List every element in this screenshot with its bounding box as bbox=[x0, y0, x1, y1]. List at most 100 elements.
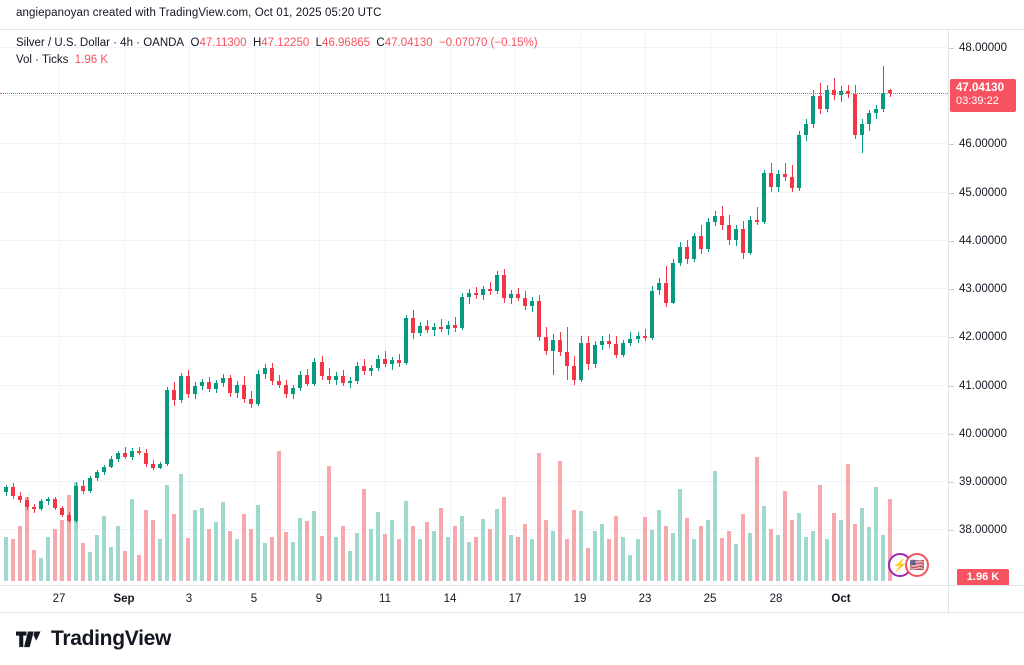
candle-wick bbox=[609, 333, 610, 348]
horizontal-gridline bbox=[0, 95, 948, 97]
tradingview-logo[interactable]: TradingView bbox=[16, 627, 171, 651]
candle-wick bbox=[834, 78, 835, 100]
volume-bar bbox=[874, 486, 878, 581]
volume-bar bbox=[25, 497, 29, 581]
volume-bar bbox=[200, 507, 204, 581]
candle-body bbox=[474, 292, 478, 295]
candle-body bbox=[25, 500, 29, 508]
volume-bar bbox=[263, 543, 267, 581]
candle-body bbox=[404, 317, 408, 364]
volume-bar bbox=[11, 539, 15, 581]
volume-bar bbox=[530, 539, 534, 581]
candle-body bbox=[312, 362, 316, 384]
candle-body bbox=[502, 274, 506, 298]
volume-bar bbox=[88, 552, 92, 581]
volume-bar bbox=[551, 530, 555, 581]
current-price-badge: 47.04130 03:39:22 bbox=[950, 79, 1016, 113]
chart-pane[interactable]: ⚡ 🇺🇸 Silver / U.S. Dollar · 4h · OANDA O4… bbox=[0, 29, 948, 585]
us-economic-event-marker[interactable]: 🇺🇸 bbox=[905, 553, 929, 577]
volume-bar bbox=[235, 539, 239, 581]
candle-body bbox=[516, 293, 520, 298]
volume-bar bbox=[643, 517, 647, 581]
candle-body bbox=[242, 384, 246, 400]
volume-bar bbox=[425, 522, 429, 581]
volume-bar bbox=[460, 516, 464, 581]
price-tick-mark bbox=[949, 482, 954, 484]
volume-bar bbox=[312, 510, 316, 581]
candle-body bbox=[811, 96, 815, 125]
time-tick-label: 17 bbox=[508, 593, 522, 605]
vertical-gridline bbox=[710, 30, 711, 585]
volume-bar bbox=[193, 509, 197, 581]
volume-bar bbox=[825, 539, 829, 581]
volume-bar bbox=[270, 536, 274, 581]
time-tick-label: Oct bbox=[831, 593, 851, 605]
price-tick-mark bbox=[949, 240, 954, 242]
candle-body bbox=[165, 390, 169, 464]
candle-body bbox=[755, 219, 759, 222]
candle-body bbox=[460, 296, 464, 328]
volume-bar bbox=[818, 484, 822, 581]
volume-bar bbox=[867, 527, 871, 581]
time-axis[interactable]: 27 Sep 3 5 9 11 14 17 19 23 25 28 Oct bbox=[0, 585, 948, 613]
candle-body bbox=[4, 486, 8, 492]
volume-bar bbox=[579, 510, 583, 581]
volume-bar bbox=[348, 550, 352, 581]
price-tick-label: 39.00000 bbox=[959, 476, 1007, 489]
volume-bar bbox=[572, 509, 576, 581]
candle-body bbox=[818, 96, 822, 109]
volume-bar bbox=[811, 530, 815, 581]
candle-body bbox=[397, 360, 401, 364]
volume-bar bbox=[32, 549, 36, 581]
volume-bar bbox=[474, 536, 478, 581]
candle-body bbox=[270, 368, 274, 381]
volume-bar bbox=[488, 528, 492, 581]
volume-bar bbox=[664, 526, 668, 581]
time-tick-label: Sep bbox=[113, 593, 135, 605]
volume-bar bbox=[116, 526, 120, 581]
candle-body bbox=[888, 89, 892, 94]
candle-wick bbox=[350, 376, 351, 389]
candle-wick bbox=[469, 289, 470, 305]
candle-body bbox=[867, 113, 871, 125]
candle-body bbox=[277, 380, 281, 385]
time-tick-label: 14 bbox=[443, 593, 457, 605]
volume-bar bbox=[249, 528, 253, 581]
candle-body bbox=[214, 382, 218, 390]
candle-body bbox=[200, 381, 204, 386]
volume-bar bbox=[46, 536, 50, 581]
candle-body bbox=[558, 340, 562, 352]
candle-body bbox=[678, 246, 682, 263]
candle-body bbox=[263, 368, 267, 374]
volume-bar bbox=[544, 520, 548, 581]
volume-bar bbox=[341, 526, 345, 581]
volume-bar bbox=[277, 451, 281, 581]
volume-bar bbox=[144, 509, 148, 581]
candle-body bbox=[39, 501, 43, 509]
volume-badge: 1.96 K bbox=[957, 569, 1009, 586]
current-price-value: 47.04130 bbox=[956, 82, 1004, 95]
candle-body bbox=[565, 351, 569, 367]
candle-body bbox=[305, 374, 309, 384]
volume-bar bbox=[130, 499, 134, 581]
candle-body bbox=[572, 366, 576, 380]
price-tick-label: 41.00000 bbox=[959, 379, 1007, 392]
volume-bar bbox=[186, 538, 190, 581]
event-markers[interactable]: ⚡ 🇺🇸 bbox=[0, 30, 948, 585]
volume-bar bbox=[755, 457, 759, 581]
volume-bar bbox=[565, 539, 569, 581]
volume-bar bbox=[60, 520, 64, 581]
volume-bar bbox=[713, 471, 717, 581]
volume-bar bbox=[790, 520, 794, 581]
candle-body bbox=[130, 451, 134, 457]
candle-body bbox=[172, 390, 176, 400]
vertical-gridline bbox=[254, 30, 255, 585]
volume-bar bbox=[397, 539, 401, 581]
volume-bar bbox=[776, 534, 780, 581]
volume-bar bbox=[860, 507, 864, 581]
volume-bar bbox=[256, 504, 260, 581]
time-tick-label: 19 bbox=[573, 593, 587, 605]
volume-bar bbox=[228, 530, 232, 581]
price-axis[interactable]: 47.04130 03:39:22 1.96 K 48.00000 46.0000… bbox=[948, 29, 1024, 586]
volume-bar bbox=[502, 497, 506, 581]
